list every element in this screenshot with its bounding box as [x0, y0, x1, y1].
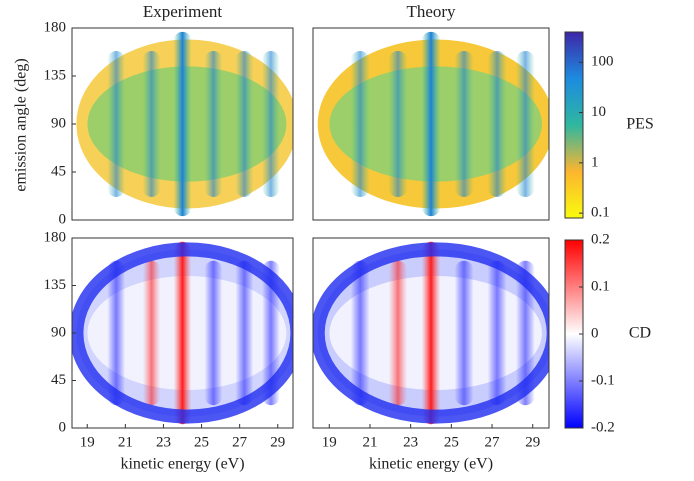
- colorbar-tick-label: 0.1: [591, 278, 610, 294]
- x-tick-label: 25: [444, 434, 459, 450]
- x-tick-label: 23: [156, 434, 171, 450]
- panel-frame: [312, 27, 550, 221]
- heatmap-band: [235, 51, 254, 197]
- heatmap-image: [76, 31, 293, 217]
- panel-title: Theory: [406, 2, 456, 21]
- heatmap-band: [107, 51, 126, 197]
- heatmap-image: [72, 241, 293, 425]
- heatmap-edge: [313, 242, 549, 424]
- heatmap-image: [313, 241, 549, 425]
- x-tick-label: 27: [485, 434, 501, 450]
- y-axis-label: emission angle (deg): [13, 58, 30, 191]
- heatmap-band: [421, 241, 441, 425]
- heatmap-band: [487, 51, 507, 197]
- heatmap-band: [173, 31, 192, 217]
- heatmap-band: [173, 241, 192, 425]
- heatmap-edge: [72, 242, 293, 424]
- x-tick-label: 19: [80, 434, 95, 450]
- colorbar-tick-label: 10: [591, 104, 606, 120]
- panel-title: Experiment: [143, 2, 223, 21]
- heatmap-band: [454, 51, 474, 197]
- heatmap-band: [454, 260, 474, 406]
- heatmap-band: [487, 260, 507, 406]
- heatmap-band: [262, 260, 280, 406]
- colorbar-label: PES: [626, 116, 654, 133]
- colorbar-tick-label: 1: [591, 154, 599, 170]
- colorbar-tick-label: 0: [591, 325, 599, 341]
- heatmap-band: [515, 51, 535, 197]
- heatmap-band: [388, 51, 408, 197]
- heatmap-band: [204, 51, 223, 197]
- y-tick-label: 90: [51, 324, 66, 340]
- heatmap-band: [107, 260, 126, 406]
- y-tick-label: 135: [44, 67, 67, 83]
- x-axis-label: kinetic energy (eV): [369, 456, 493, 473]
- x-tick-label: 23: [403, 434, 418, 450]
- heatmap-band: [235, 260, 254, 406]
- y-tick-label: 45: [51, 163, 66, 179]
- heatmap-band: [515, 260, 535, 406]
- x-tick-label: 27: [232, 434, 248, 450]
- y-tick-label: 180: [44, 19, 67, 35]
- x-tick-label: 21: [118, 434, 133, 450]
- x-tick-label: 25: [194, 434, 209, 450]
- heatmap-band: [142, 260, 161, 406]
- x-tick-label: 29: [525, 434, 540, 450]
- heatmap-band: [204, 260, 223, 406]
- y-tick-label: 45: [51, 372, 66, 388]
- y-tick-label: 135: [44, 277, 67, 293]
- colorbar-label: CD: [629, 325, 651, 342]
- heatmap-band: [262, 51, 280, 197]
- heatmap-band: [350, 51, 370, 197]
- heatmap-band: [421, 31, 441, 217]
- x-tick-label: 29: [270, 434, 285, 450]
- heatmap-band: [142, 51, 161, 197]
- colorbar: [564, 31, 584, 219]
- x-tick-label: 21: [362, 434, 377, 450]
- heatmap-image: [317, 31, 549, 217]
- y-tick-label: 0: [59, 211, 67, 227]
- x-axis-label: kinetic energy (eV): [120, 456, 244, 473]
- colorbar-tick-label: 0.1: [591, 205, 610, 221]
- heatmap-band: [350, 260, 370, 406]
- colorbar-tick-label: 0.2: [591, 231, 610, 247]
- y-tick-label: 0: [59, 419, 67, 435]
- colorbar-tick-label: -0.2: [591, 419, 615, 435]
- colorbar-tick-label: 100: [591, 54, 614, 70]
- y-tick-label: 90: [51, 115, 66, 131]
- heatmap-band: [388, 260, 408, 406]
- x-tick-label: 19: [322, 434, 337, 450]
- colorbar-tick-label: -0.1: [591, 372, 615, 388]
- y-tick-label: 180: [44, 229, 67, 245]
- panel-frame: [312, 237, 550, 429]
